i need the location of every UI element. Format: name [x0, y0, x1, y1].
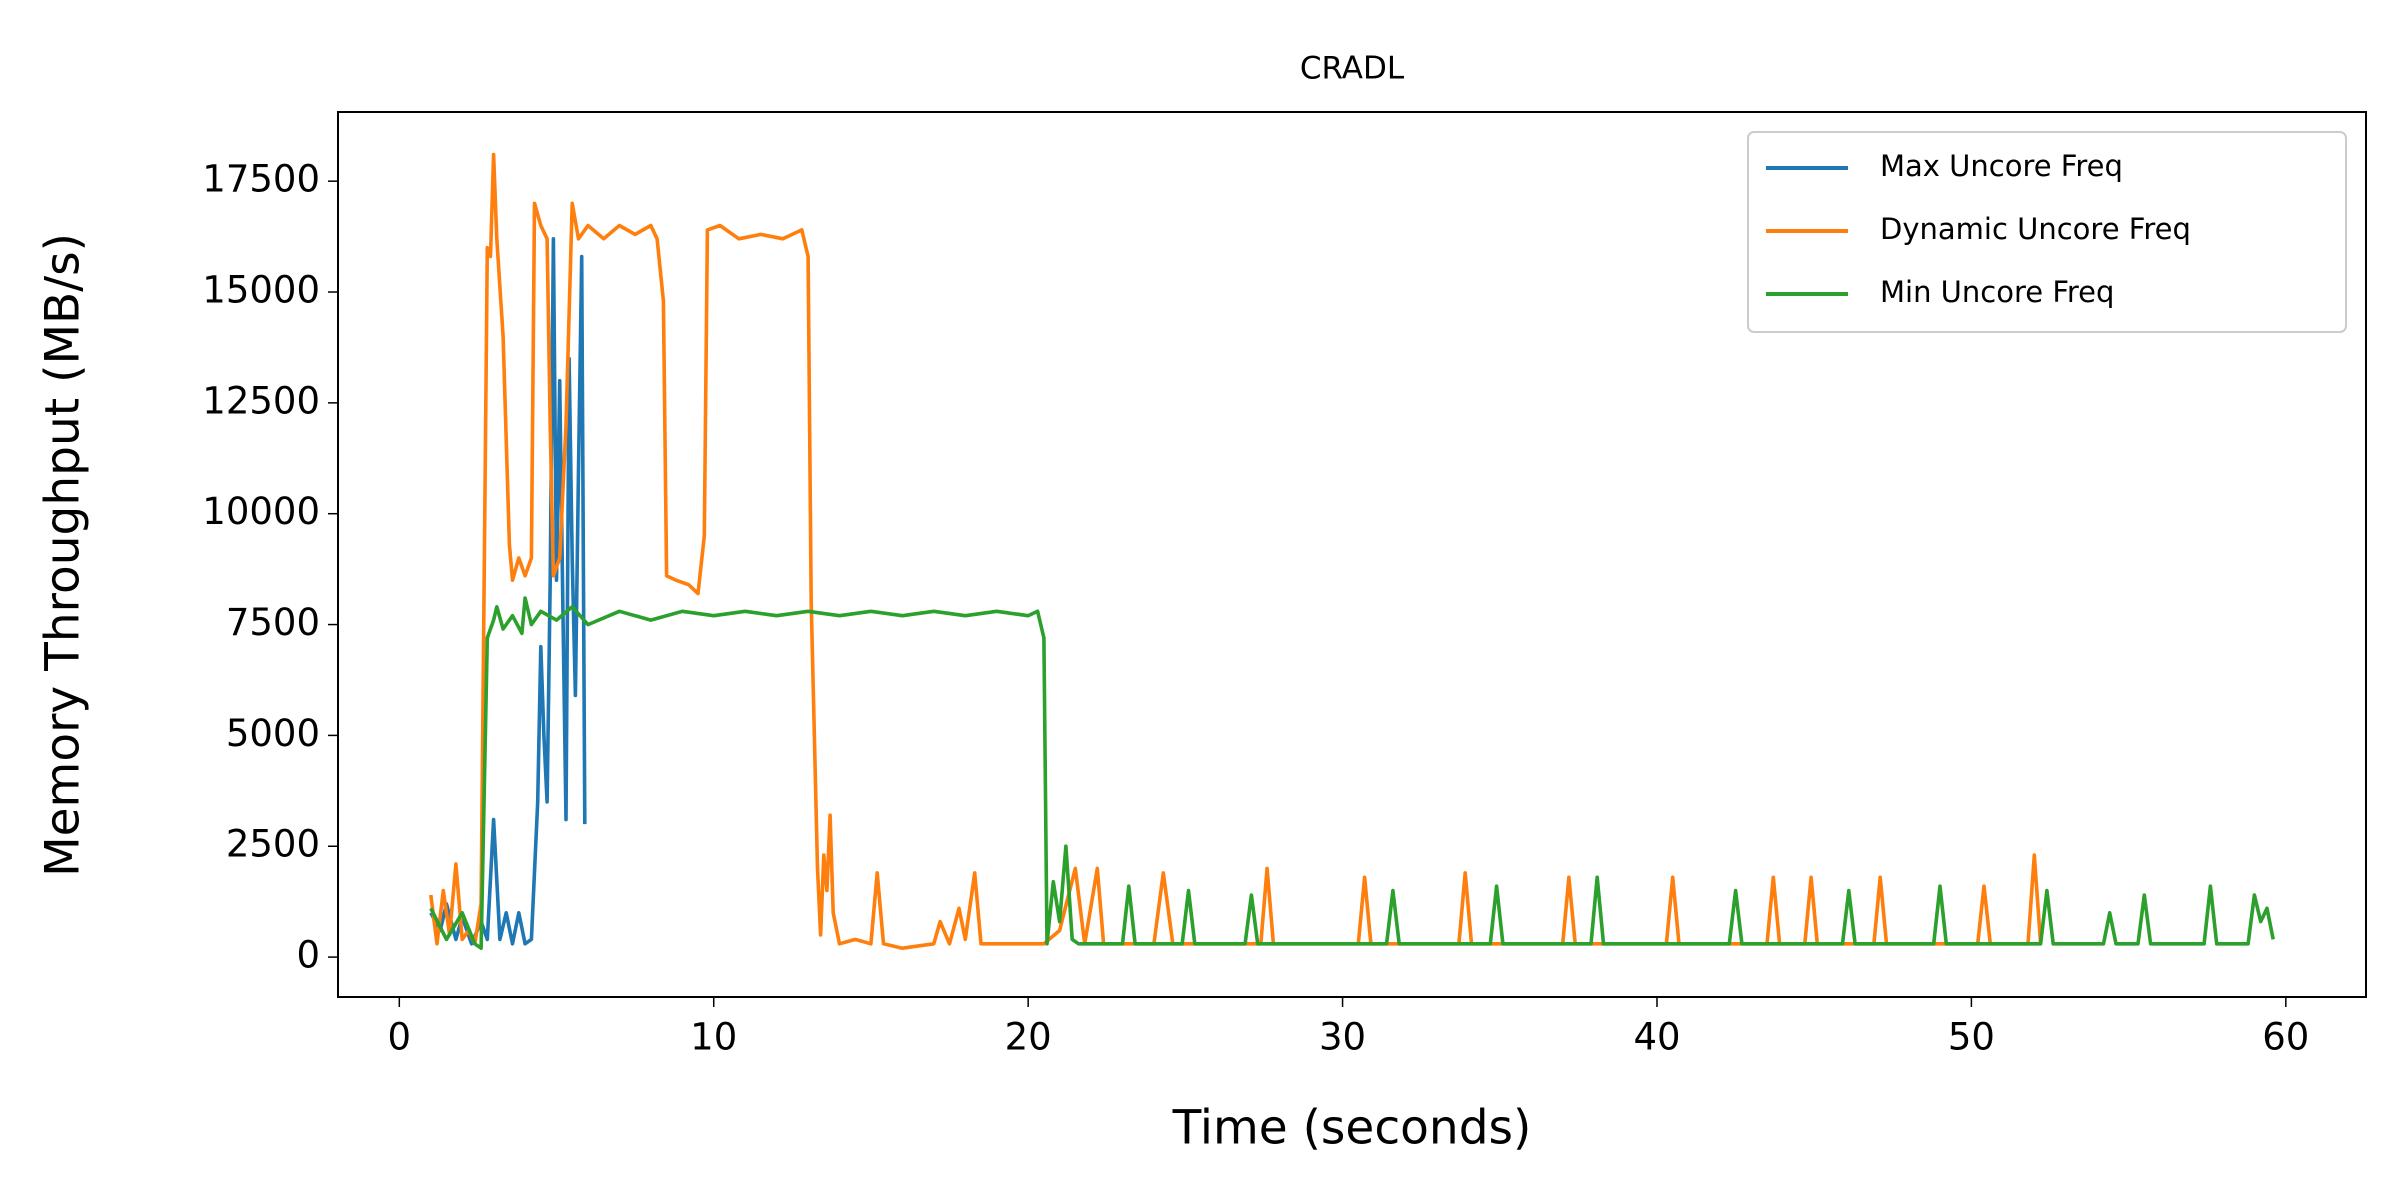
y-tick-label: 0	[296, 934, 320, 977]
x-tick-label: 40	[1633, 1016, 1680, 1059]
x-tick-label: 50	[1948, 1016, 1995, 1059]
y-tick-label: 10000	[202, 490, 320, 533]
y-tick-label: 12500	[202, 379, 320, 422]
y-tick-label: 2500	[226, 823, 320, 866]
x-tick-label: 0	[388, 1016, 412, 1059]
legend-label: Max Uncore Freq	[1880, 149, 2123, 183]
x-tick-label: 20	[1005, 1016, 1052, 1059]
x-tick-label: 10	[690, 1016, 737, 1059]
data-line	[429, 237, 587, 946]
data-line	[429, 596, 2275, 950]
y-tick-label: 15000	[202, 269, 320, 312]
chart-title: CRADL	[1300, 51, 1405, 87]
plot-frame	[337, 111, 2367, 998]
legend-box	[1747, 131, 2347, 333]
legend-label: Min Uncore Freq	[1880, 275, 2114, 309]
y-tick-label: 7500	[226, 601, 320, 644]
x-tick-label: 30	[1319, 1016, 1366, 1059]
x-axis-label: Time (seconds)	[1172, 1101, 1532, 1156]
x-tick-label: 60	[2262, 1016, 2309, 1059]
y-tick-label: 17500	[202, 158, 320, 201]
legend-label: Dynamic Uncore Freq	[1880, 212, 2191, 246]
y-tick-label: 5000	[226, 712, 320, 755]
y-axis-label: Memory Throughput (MB/s)	[36, 233, 91, 877]
